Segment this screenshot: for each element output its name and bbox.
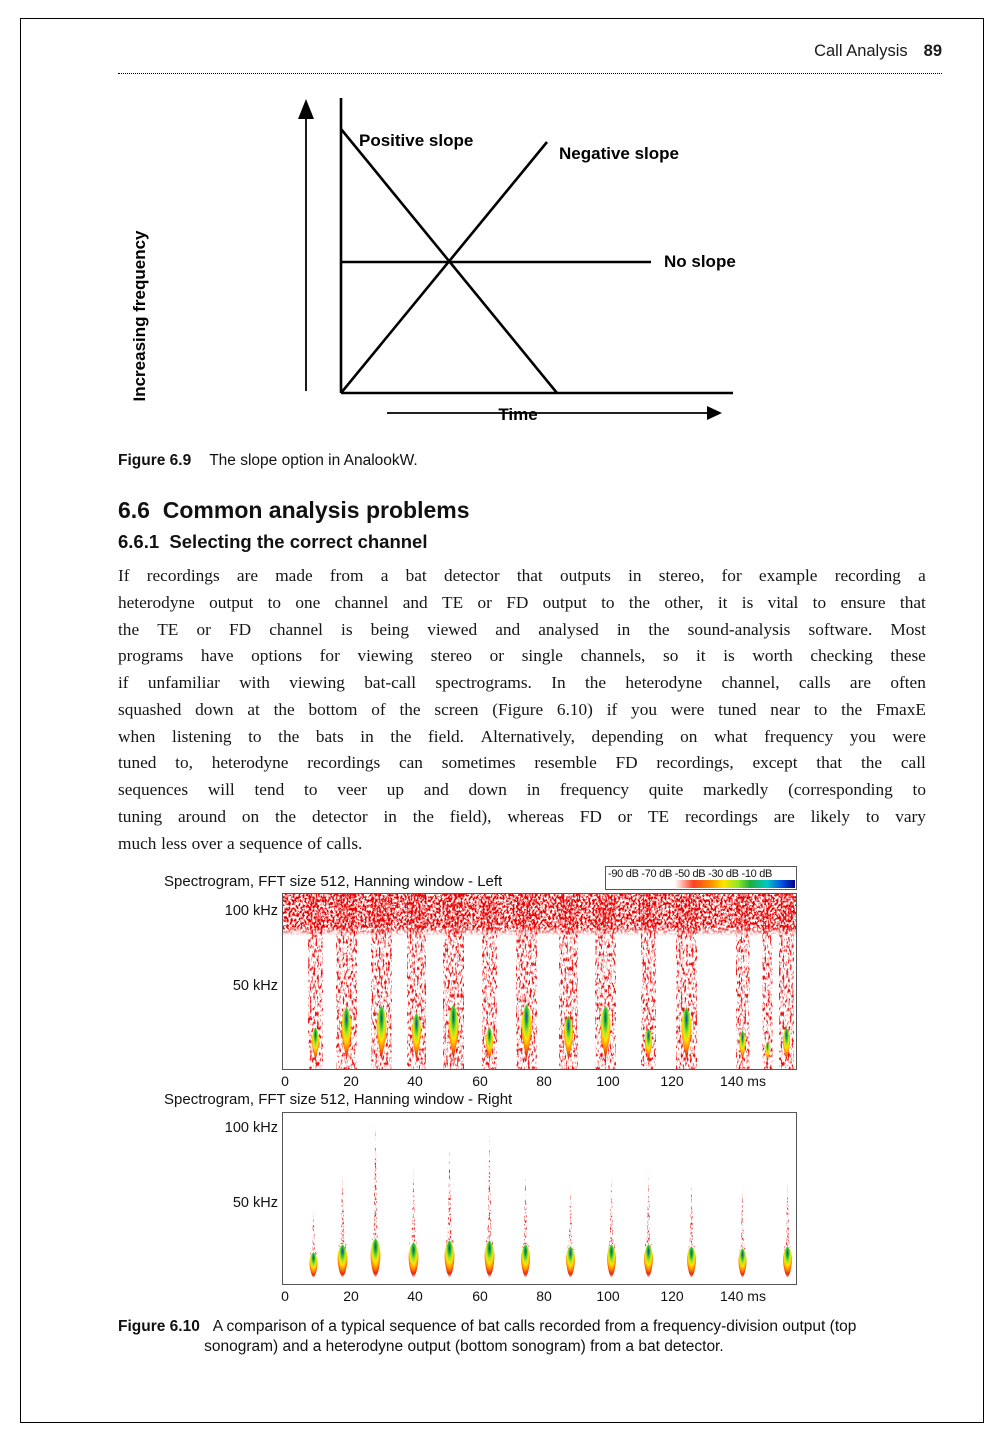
svg-text:No slope: No slope [664, 252, 736, 271]
svg-text:Increasing frequency: Increasing frequency [130, 230, 149, 402]
svg-text:Positive slope: Positive slope [359, 131, 473, 150]
svg-text:Negative slope: Negative slope [559, 144, 679, 163]
svg-text:Time: Time [498, 405, 537, 424]
